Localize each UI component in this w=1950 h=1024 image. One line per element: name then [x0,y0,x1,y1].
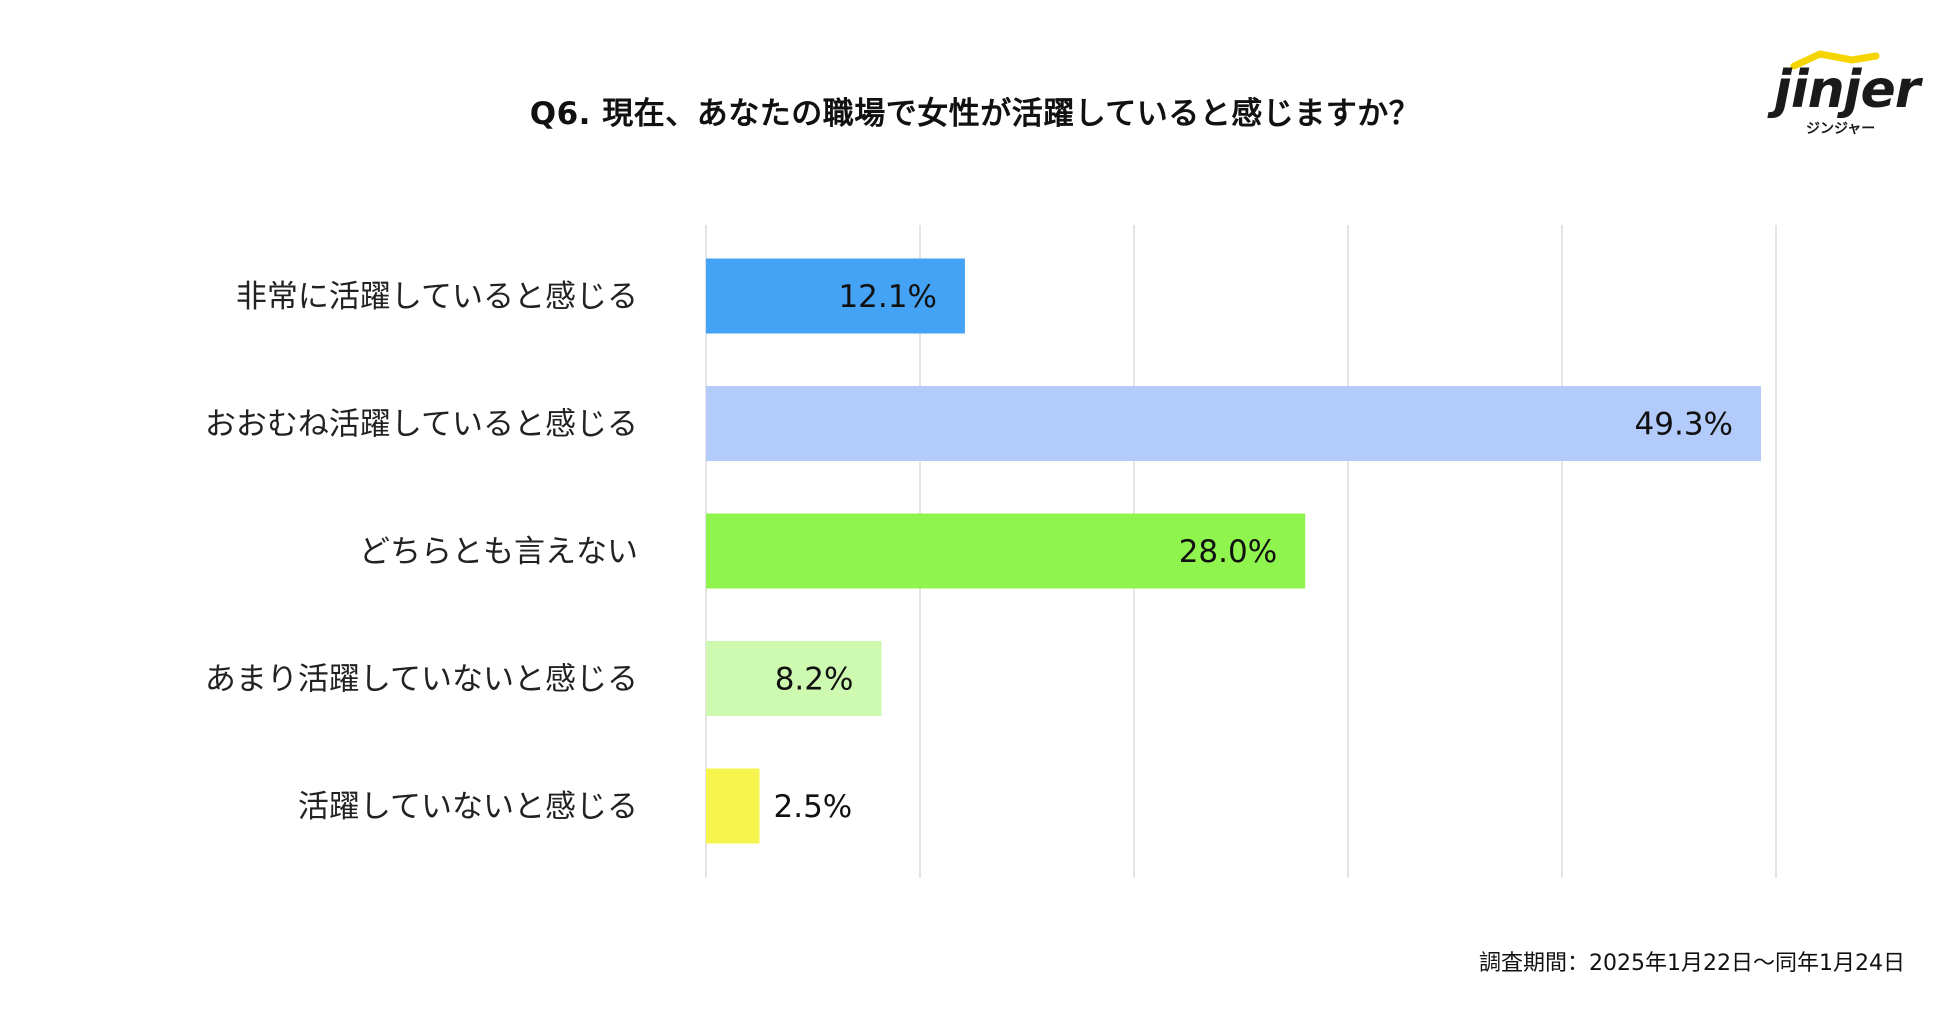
bar [706,768,760,844]
category-label: おおむね活躍していると感じる [205,407,638,443]
survey-period-note: 調査期間：2025年1月22日〜同年1月24日 [1479,951,1905,976]
logo-roof-icon [1790,50,1880,70]
category-label: 活躍していないと感じる [298,789,638,825]
chart-title: Q6. 現在、あなたの職場で女性が活躍していると感じますか？ [529,96,1421,132]
value-label: 28.0% [1179,534,1277,570]
bar [706,513,1306,589]
bar [706,258,965,334]
value-label: 49.3% [1635,407,1733,443]
category-label: 非常に活躍していると感じる [236,279,638,315]
logo-subtitle: ジンジャー [1806,121,1876,137]
value-label: 8.2% [775,662,854,698]
jinjer-logo: jinjer ジンジャー [1760,40,1920,140]
logo-wordmark: jinjer [1774,60,1920,120]
bar [706,386,1762,461]
category-label: どちらとも言えない [359,534,638,570]
bar [706,641,882,716]
category-label: あまり活躍していないと感じる [205,662,638,698]
value-label: 2.5% [774,789,853,825]
value-label: 12.1% [838,279,936,315]
